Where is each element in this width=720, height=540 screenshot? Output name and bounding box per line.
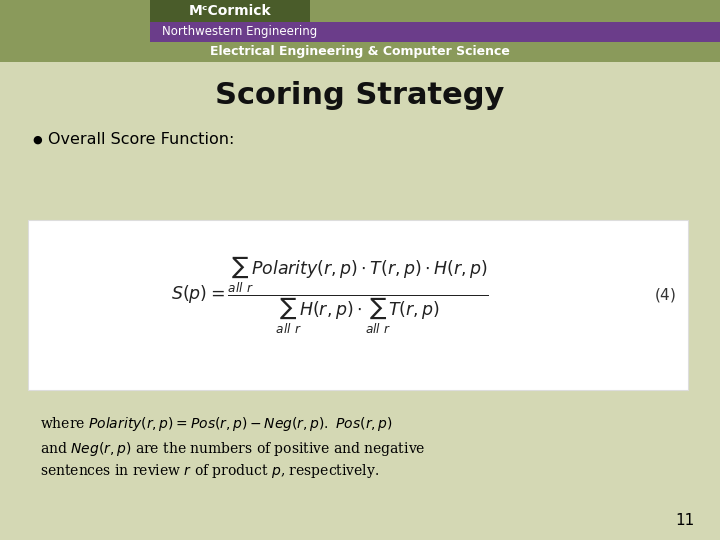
Text: MᶜCormick: MᶜCormick — [189, 4, 271, 18]
Text: $(4)$: $(4)$ — [654, 286, 676, 304]
Text: sentences in review $r$ of product $p$, respectively.: sentences in review $r$ of product $p$, … — [40, 462, 379, 480]
Text: and $\mathit{Neg}(r,p)$ are the numbers of positive and negative: and $\mathit{Neg}(r,p)$ are the numbers … — [40, 440, 426, 458]
Text: Electrical Engineering & Computer Science: Electrical Engineering & Computer Scienc… — [210, 45, 510, 58]
Bar — [0, 62, 720, 540]
Bar — [150, 0, 310, 22]
Text: Overall Score Function:: Overall Score Function: — [48, 132, 235, 147]
Text: Scoring Strategy: Scoring Strategy — [215, 80, 505, 110]
Bar — [28, 220, 688, 390]
Bar — [0, 0, 720, 62]
Text: where $\mathit{Polarity}(r,p) = \mathit{Pos}(r,p) - \mathit{Neg}(r,p).\ \mathit{: where $\mathit{Polarity}(r,p) = \mathit{… — [40, 415, 393, 433]
Bar — [150, 22, 720, 42]
Text: 11: 11 — [676, 513, 695, 528]
Text: Northwestern Engineering: Northwestern Engineering — [162, 25, 318, 38]
Text: $S(p) = \dfrac{\sum_{all\ r} Polarity(r,p) \cdot T(r,p) \cdot H(r,p)}{\sum_{all\: $S(p) = \dfrac{\sum_{all\ r} Polarity(r,… — [171, 254, 489, 336]
Text: ●: ● — [32, 135, 42, 145]
